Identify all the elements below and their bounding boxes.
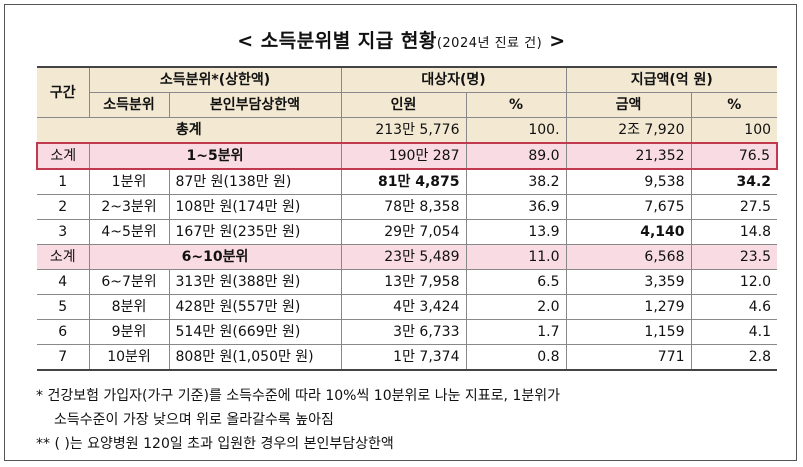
row-pct: 1.7	[465, 319, 567, 345]
row-persons: 13만 7,958	[340, 269, 466, 295]
row-level: 10분위	[88, 344, 169, 371]
row-pct: 13.9	[465, 219, 567, 245]
row-amount-pct: 2.8	[690, 344, 778, 371]
row-pct: 36.9	[465, 194, 567, 220]
table-row: 5 8분위 428만 원(557만 원) 4만 3,424 2.0 1,279 …	[37, 294, 778, 320]
table-row: 2 2~3분위 108만 원(174만 원) 78만 8,358 36.9 7,…	[37, 194, 778, 220]
row-pct: 0.8	[465, 344, 567, 371]
row-amount: 1,159	[565, 319, 692, 345]
subtotal-label: 1~5분위	[88, 142, 341, 170]
header-amount: 금액	[565, 92, 692, 118]
row-persons: 3만 6,733	[340, 319, 466, 345]
row-level: 1분위	[88, 169, 169, 195]
row-group: 6	[37, 319, 89, 345]
header-group: 구간	[37, 66, 89, 118]
header-income-level: 소득분위	[88, 92, 169, 118]
row-group: 4	[37, 269, 89, 295]
row-cap: 514만 원(669만 원)	[168, 319, 341, 345]
subtotal-persons: 190만 287	[340, 142, 466, 170]
row-cap: 167만 원(235만 원)	[168, 219, 341, 245]
title-main: < 소득분위별 지급 현황	[237, 30, 437, 52]
subtotal-amount: 21,352	[565, 142, 692, 170]
table-row: 1 1분위 87만 원(138만 원) 81만 4,875 38.2 9,538…	[37, 169, 778, 195]
row-amount-pct: 27.5	[690, 194, 778, 220]
row-amount-pct: 4.6	[690, 294, 778, 320]
header-income-group: 소득분위*(상한액)	[88, 66, 341, 93]
row-cap: 87만 원(138만 원)	[168, 169, 341, 195]
row-group: 5	[37, 294, 89, 320]
table-row: 7 10분위 808만 원(1,050만 원) 1만 7,374 0.8 771…	[37, 344, 778, 371]
row-amount: 7,675	[565, 194, 692, 220]
subtotal-pct: 89.0	[465, 142, 567, 170]
header-amount-pct: %	[690, 92, 778, 118]
row-group: 1	[37, 169, 89, 195]
row-persons: 1만 7,374	[340, 344, 466, 371]
row-level: 8분위	[88, 294, 169, 320]
table-row: 3 4~5분위 167만 원(235만 원) 29만 7,054 13.9 4,…	[37, 219, 778, 245]
header-payment-group: 지급액(억 원)	[565, 66, 778, 93]
footnote-1-line-1: * 건강보험 가입자(가구 기준)를 소득수준에 따라 10%씩 10분위로 나…	[36, 388, 560, 404]
row-group: 2	[37, 194, 89, 220]
row-persons: 81만 4,875	[340, 169, 466, 195]
row-pct: 38.2	[465, 169, 567, 195]
total-label: 총계	[37, 117, 341, 144]
row-cap: 108만 원(174만 원)	[168, 194, 341, 220]
row-persons: 4만 3,424	[340, 294, 466, 320]
row-amount-pct: 14.8	[690, 219, 778, 245]
subtotal-amount-pct: 23.5	[690, 244, 778, 270]
row-level: 2~3분위	[88, 194, 169, 220]
row-persons: 78만 8,358	[340, 194, 466, 220]
subtotal-amount: 6,568	[565, 244, 692, 270]
subtotal-persons: 23만 5,489	[340, 244, 466, 270]
row-level: 6~7분위	[88, 269, 169, 295]
header-persons: 인원	[340, 92, 466, 118]
header-row-1: 구간 소득분위*(상한액) 대상자(명) 지급액(억 원)	[37, 66, 778, 118]
header-pct: %	[465, 92, 567, 118]
row-cap: 313만 원(388만 원)	[168, 269, 341, 295]
title-end: >	[542, 30, 566, 52]
subtotal-amount-pct: 76.5	[690, 142, 779, 170]
total-row: 총계 213만 5,776 100. 2조 7,920 100	[37, 117, 778, 144]
total-persons: 213만 5,776	[340, 117, 466, 144]
header-copay-cap: 본인부담상한액	[168, 92, 341, 118]
subtotal-row-6-10: 소계 6~10분위 23만 5,489 11.0 6,568 23.5	[37, 244, 778, 270]
row-level: 4~5분위	[88, 219, 169, 245]
row-amount: 3,359	[565, 269, 692, 295]
row-amount-pct: 4.1	[690, 319, 778, 345]
row-pct: 2.0	[465, 294, 567, 320]
subtotal-group: 소계	[36, 142, 89, 170]
total-amount-pct: 100	[690, 117, 778, 144]
row-persons: 29만 7,054	[340, 219, 466, 245]
page-title: < 소득분위별 지급 현황(2024년 진료 건) >	[0, 26, 803, 53]
row-group: 3	[37, 219, 89, 245]
subtotal-row-1-5: 소계 1~5분위 190만 287 89.0 21,352 76.5	[36, 142, 779, 170]
row-amount: 9,538	[565, 169, 692, 195]
table-row: 4 6~7분위 313만 원(388만 원) 13만 7,958 6.5 3,3…	[37, 269, 778, 295]
row-group: 7	[37, 344, 89, 371]
footnotes: * 건강보험 가입자(가구 기준)를 소득수준에 따라 10%씩 10분위로 나…	[36, 384, 786, 456]
title-subtitle: (2024년 진료 건)	[436, 36, 543, 51]
header-row-2: 소득분위 본인부담상한액 인원 % 금액 %	[37, 92, 778, 118]
row-amount-pct: 12.0	[690, 269, 778, 295]
row-amount: 1,279	[565, 294, 692, 320]
income-decile-table: 구간 소득분위*(상한액) 대상자(명) 지급액(억 원) 소득분위 본인부담상…	[36, 66, 779, 371]
row-pct: 6.5	[465, 269, 567, 295]
row-amount: 771	[565, 344, 692, 371]
total-pct: 100.	[465, 117, 567, 144]
subtotal-label: 6~10분위	[88, 244, 341, 270]
row-cap: 808만 원(1,050만 원)	[168, 344, 341, 371]
row-cap: 428만 원(557만 원)	[168, 294, 341, 320]
footnote-2: ** ( )는 요양병원 120일 초과 입원한 경우의 본인부담상한액	[36, 436, 394, 452]
row-amount-pct: 34.2	[690, 169, 778, 195]
table-row: 6 9분위 514만 원(669만 원) 3만 6,733 1.7 1,159 …	[37, 319, 778, 345]
total-amount: 2조 7,920	[565, 117, 692, 144]
header-target-group: 대상자(명)	[340, 66, 567, 93]
subtotal-pct: 11.0	[465, 244, 567, 270]
row-level: 9분위	[88, 319, 169, 345]
row-amount: 4,140	[565, 219, 692, 245]
subtotal-group: 소계	[37, 244, 89, 270]
footnote-1-line-2: 소득수준이 가장 낮으며 위로 올라갈수록 높아짐	[54, 412, 334, 428]
